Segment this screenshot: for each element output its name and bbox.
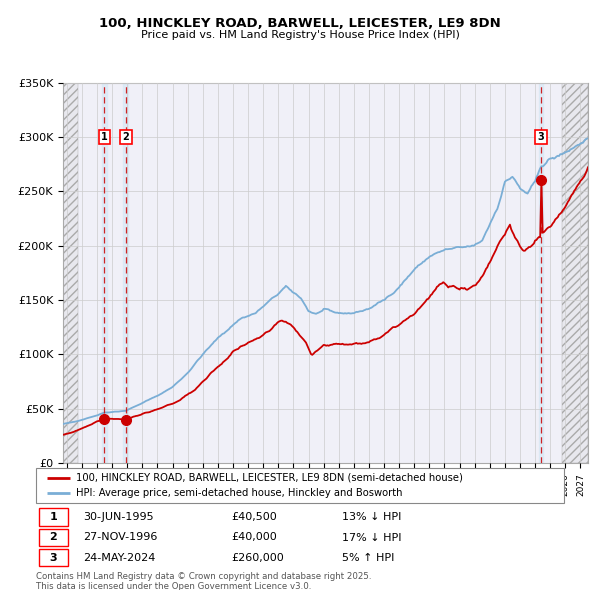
Text: 3: 3 [49,553,57,563]
Text: Price paid vs. HM Land Registry's House Price Index (HPI): Price paid vs. HM Land Registry's House … [140,30,460,40]
Text: 2: 2 [122,132,129,142]
FancyBboxPatch shape [38,549,68,566]
Bar [562,83,588,463]
Text: 1: 1 [49,512,57,522]
Text: 100, HINCKLEY ROAD, BARWELL, LEICESTER, LE9 8DN: 100, HINCKLEY ROAD, BARWELL, LEICESTER, … [99,17,501,30]
Text: £260,000: £260,000 [232,553,284,563]
Text: 5% ↑ HPI: 5% ↑ HPI [342,553,395,563]
Text: 13% ↓ HPI: 13% ↓ HPI [342,512,401,522]
Text: 27-NOV-1996: 27-NOV-1996 [83,533,158,542]
Text: 24-MAY-2024: 24-MAY-2024 [83,553,156,563]
Text: 1: 1 [101,132,108,142]
Text: HPI: Average price, semi-detached house, Hinckley and Bosworth: HPI: Average price, semi-detached house,… [76,489,402,499]
Bar [102,83,107,463]
Text: 30-JUN-1995: 30-JUN-1995 [83,512,154,522]
Bar [539,83,544,463]
Text: 3: 3 [538,132,544,142]
FancyBboxPatch shape [36,468,564,503]
Text: £40,500: £40,500 [232,512,277,522]
Bar [124,83,128,463]
Text: 2: 2 [49,533,57,542]
FancyBboxPatch shape [38,509,68,526]
Text: 100, HINCKLEY ROAD, BARWELL, LEICESTER, LE9 8DN (semi-detached house): 100, HINCKLEY ROAD, BARWELL, LEICESTER, … [76,473,463,483]
Text: This data is licensed under the Open Government Licence v3.0.: This data is licensed under the Open Gov… [36,582,311,590]
Text: 17% ↓ HPI: 17% ↓ HPI [342,533,402,542]
Text: Contains HM Land Registry data © Crown copyright and database right 2025.: Contains HM Land Registry data © Crown c… [36,572,371,581]
Bar [63,83,78,463]
FancyBboxPatch shape [38,529,68,546]
Text: £40,000: £40,000 [232,533,277,542]
